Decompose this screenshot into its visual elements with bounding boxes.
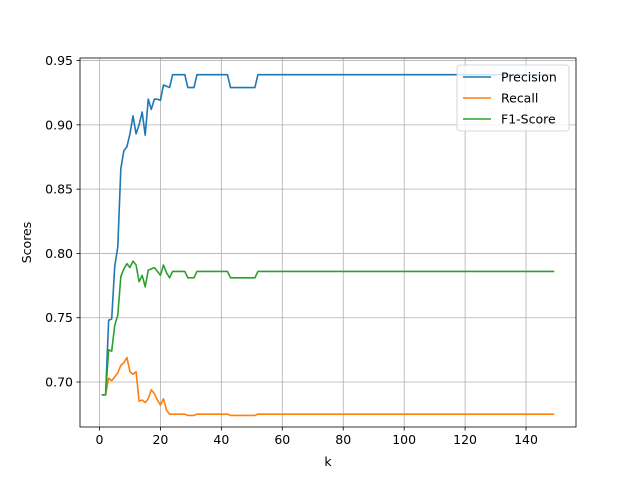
x-tick-label: 0 [96,432,104,447]
series-line-f1-score [101,260,555,396]
y-tick-label: 0.75 [45,310,73,325]
x-tick-label: 60 [274,432,290,447]
y-tick-label: 0.70 [45,375,73,390]
x-axis-label: k [324,454,332,469]
x-tick-label: 80 [335,432,351,447]
legend-box [456,64,570,132]
x-tick-label: 20 [152,432,168,447]
legend: Precision Recall F1-Score [456,64,570,132]
plot-area-frame [79,57,577,428]
y-tick-label: 0.90 [45,117,73,132]
legend-entry: Precision [501,70,557,85]
y-axis-label: Scores [19,222,34,264]
series-layer [101,73,555,417]
y-tick-label: 0.80 [45,246,73,261]
legend-entry: F1-Score [501,112,556,127]
series-line-recall [101,356,555,417]
x-tick-label: 120 [453,432,477,447]
x-tick-label: 140 [514,432,538,447]
series-line-precision [101,73,555,396]
x-tick-label: 40 [213,432,229,447]
legend-entry: Recall [501,91,538,106]
y-tick-label: 0.85 [45,182,73,197]
axis-ticks: 0 20 40 60 80 100 120 140 0.70 0.75 0.80 0.85 0.90 0.… [45,53,538,447]
y-tick-label: 0.95 [45,53,73,68]
x-tick-label: 100 [392,432,416,447]
